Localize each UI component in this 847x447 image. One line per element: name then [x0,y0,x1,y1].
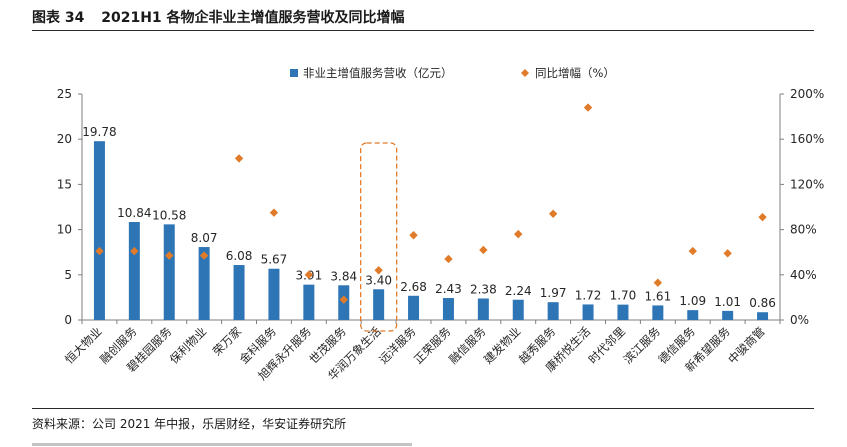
y-right-tick-label: 0% [790,313,809,327]
bar-5 [233,265,245,320]
growth-marker-15 [583,103,593,112]
growth-marker-9 [374,266,383,275]
growth-marker-4 [199,251,209,260]
highlight-box [359,142,398,332]
growth-marker-18 [688,246,697,256]
bar-value-label: 2.43 [435,282,462,296]
x-category-label: 恒大物业 [62,324,104,366]
y-left-tick-label: 10 [57,223,72,237]
bar-11 [442,298,454,320]
bar-14 [547,302,559,320]
x-category-label: 正荣服务 [411,324,454,367]
growth-marker-13 [514,229,523,239]
bar-20 [757,312,769,320]
bar-value-label: 10.84 [117,206,151,220]
bar-value-label: 2.38 [470,282,497,296]
bar-value-label: 10.58 [152,208,186,222]
x-category-label: 远洋服务 [376,324,419,367]
x-category-label: 中骏商管 [725,324,767,366]
bar-value-label: 1.61 [644,289,671,303]
bar-9 [373,289,385,320]
legend-bar-swatch [290,69,298,77]
bar-value-label: 3.84 [330,269,357,283]
growth-marker-6 [269,208,279,217]
bar-4 [198,247,210,320]
growth-marker-12 [479,245,488,255]
figure-number: 图表 34 [32,10,85,26]
y-right-tick-label: 160% [790,132,824,146]
growth-marker-1 [95,246,104,256]
legend-marker-swatch [521,69,529,77]
legend-bar-label: 非业主增值服务营收（亿元） [303,66,453,80]
growth-marker-11 [444,254,453,264]
bar-value-label: 1.09 [679,294,706,308]
bar-value-label: 1.70 [610,289,637,303]
growth-marker-8 [339,295,348,304]
growth-marker-3 [165,251,174,260]
bar-value-label: 0.86 [749,296,776,310]
x-category-label: 保利物业 [167,324,209,366]
y-left-tick-label: 5 [64,268,72,282]
bar-16 [617,304,629,320]
growth-marker-19 [723,249,732,258]
growth-marker-14 [548,209,558,218]
bar-value-label: 5.67 [261,253,288,267]
growth-marker-7 [304,270,314,279]
growth-marker-17 [653,278,663,287]
bar-18 [687,310,699,320]
bar-value-label: 3.40 [365,273,392,287]
bar-value-label: 19.78 [82,125,116,139]
growth-marker-2 [130,246,139,256]
growth-marker-20 [758,212,767,222]
bar-1 [93,141,105,320]
bar-value-label: 6.08 [226,249,253,263]
bar-12 [477,298,489,320]
bar-2 [128,222,140,320]
x-category-label: 融信服务 [446,324,489,367]
bar-6 [268,268,280,320]
bar-15 [582,304,594,320]
y-left-tick-label: 25 [57,87,72,101]
growth-marker-10 [409,231,418,240]
x-category-label: 建发物业 [481,324,523,366]
figure-header: 图表 34 2021H1 各物企非业主增值服务营收及同比增幅 [32,6,814,31]
cropped-note [32,438,452,447]
x-category-label: 滨江服务 [621,324,664,367]
figure-source: 资料来源：公司 2021 年中报，乐居财经，华安证券研究所 [32,408,814,432]
legend-marker-label: 同比增幅（%） [535,66,615,80]
bar-value-label: 1.72 [575,288,602,302]
y-right-tick-label: 200% [790,87,824,101]
bar-value-label: 8.07 [191,231,218,245]
bar-10 [408,295,420,320]
bar-19 [722,310,734,320]
y-right-tick-label: 80% [790,223,817,237]
y-left-tick-label: 15 [57,177,72,191]
growth-marker-5 [234,154,244,163]
bar-value-label: 2.24 [505,284,532,298]
y-right-tick-label: 120% [790,177,824,191]
y-right-tick-label: 40% [790,268,817,282]
bar-17 [652,305,664,320]
y-left-tick-label: 20 [57,132,72,146]
bar-13 [512,299,524,320]
bar-3 [163,224,175,320]
bar-value-label: 1.01 [714,295,741,309]
figure-title: 2021H1 各物企非业主增值服务营收及同比增幅 [101,10,405,26]
bar-value-label: 2.68 [400,280,427,294]
bar-value-label: 1.97 [540,286,567,300]
x-category-label: 时代邻里 [586,324,628,366]
y-left-tick-label: 0 [64,313,72,327]
bar-7 [303,284,315,320]
